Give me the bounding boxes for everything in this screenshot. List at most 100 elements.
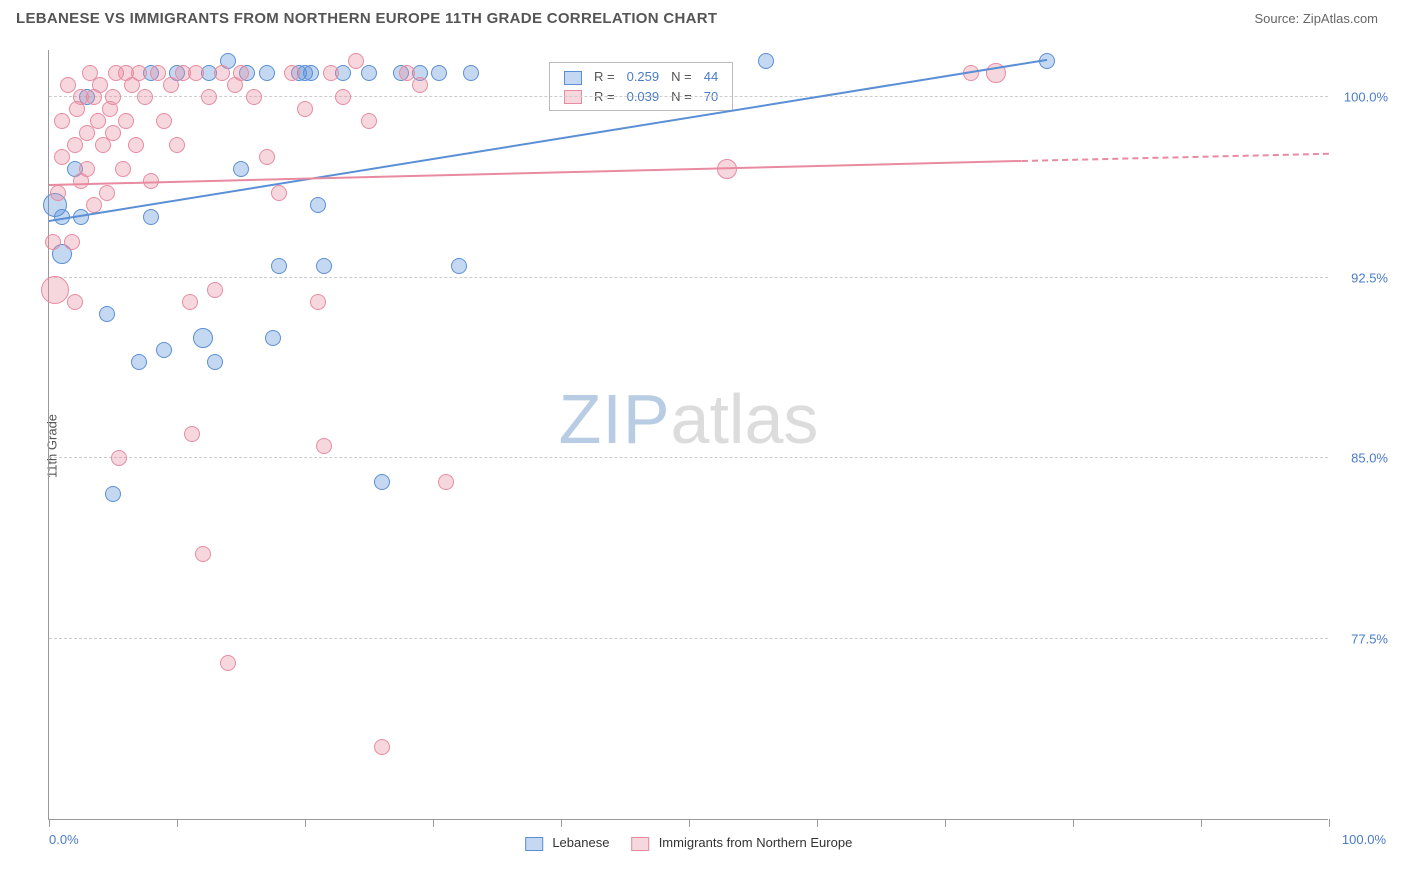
data-point — [271, 185, 287, 201]
x-tick — [945, 819, 946, 827]
data-point — [348, 53, 364, 69]
data-point — [137, 89, 153, 105]
data-point — [303, 65, 319, 81]
data-point — [297, 101, 313, 117]
data-point — [214, 65, 230, 81]
x-axis-min-label: 0.0% — [49, 832, 79, 847]
data-point — [184, 426, 200, 442]
data-point — [182, 294, 198, 310]
data-point — [193, 328, 213, 348]
gridline — [49, 638, 1328, 639]
x-tick — [817, 819, 818, 827]
x-tick — [561, 819, 562, 827]
data-point — [131, 354, 147, 370]
data-point — [111, 450, 127, 466]
lebanese-swatch — [564, 71, 582, 85]
data-point — [310, 197, 326, 213]
data-point — [201, 89, 217, 105]
data-point — [45, 234, 61, 250]
data-point — [316, 438, 332, 454]
northern-europe-swatch — [564, 90, 582, 104]
x-tick — [1073, 819, 1074, 827]
trend-line — [49, 160, 1022, 186]
data-point — [115, 161, 131, 177]
watermark: ZIPatlas — [559, 379, 819, 459]
data-point — [246, 89, 262, 105]
data-point — [374, 739, 390, 755]
data-point — [54, 113, 70, 129]
data-point — [399, 65, 415, 81]
chart-header: LEBANESE VS IMMIGRANTS FROM NORTHERN EUR… — [0, 0, 1406, 33]
data-point — [195, 546, 211, 562]
data-point — [131, 65, 147, 81]
data-point — [41, 276, 69, 304]
data-point — [92, 77, 108, 93]
chart-title: LEBANESE VS IMMIGRANTS FROM NORTHERN EUR… — [16, 10, 717, 27]
data-point — [271, 258, 287, 274]
data-point — [361, 113, 377, 129]
data-point — [67, 294, 83, 310]
series-legend: Lebanese Immigrants from Northern Europe — [525, 835, 853, 851]
x-axis-max-label: 100.0% — [1342, 832, 1386, 847]
y-tick-label: 85.0% — [1351, 451, 1388, 466]
y-tick-label: 92.5% — [1351, 270, 1388, 285]
data-point — [758, 53, 774, 69]
data-point — [143, 209, 159, 225]
data-point — [54, 149, 70, 165]
r-value-lebanese: 0.259 — [621, 67, 666, 87]
x-tick — [1329, 819, 1330, 827]
x-tick — [433, 819, 434, 827]
chart-source: Source: ZipAtlas.com — [1254, 11, 1378, 26]
data-point — [163, 77, 179, 93]
data-point — [374, 474, 390, 490]
gridline — [49, 277, 1328, 278]
gridline — [49, 457, 1328, 458]
data-point — [50, 185, 66, 201]
data-point — [265, 330, 281, 346]
data-point — [284, 65, 300, 81]
y-tick-label: 77.5% — [1351, 631, 1388, 646]
data-point — [431, 65, 447, 81]
data-point — [105, 486, 121, 502]
scatter-chart: ZIPatlas R = 0.259 N = 44 R = 0.039 N = … — [48, 50, 1328, 820]
data-point — [105, 125, 121, 141]
data-point — [463, 65, 479, 81]
data-point — [233, 161, 249, 177]
data-point — [361, 65, 377, 81]
data-point — [323, 65, 339, 81]
y-tick-label: 100.0% — [1344, 90, 1388, 105]
x-tick — [177, 819, 178, 827]
x-tick — [689, 819, 690, 827]
data-point — [156, 113, 172, 129]
data-point — [316, 258, 332, 274]
data-point — [99, 306, 115, 322]
data-point — [156, 342, 172, 358]
data-point — [105, 89, 121, 105]
data-point — [118, 113, 134, 129]
correlation-legend: R = 0.259 N = 44 R = 0.039 N = 70 — [549, 62, 733, 111]
x-tick — [49, 819, 50, 827]
data-point — [259, 149, 275, 165]
lebanese-swatch-icon — [525, 837, 543, 851]
data-point — [259, 65, 275, 81]
data-point — [169, 137, 185, 153]
data-point — [220, 655, 236, 671]
data-point — [90, 113, 106, 129]
northern-europe-swatch-icon — [631, 837, 649, 851]
data-point — [64, 234, 80, 250]
data-point — [412, 77, 428, 93]
data-point — [310, 294, 326, 310]
data-point — [451, 258, 467, 274]
data-point — [438, 474, 454, 490]
data-point — [79, 161, 95, 177]
data-point — [207, 282, 223, 298]
data-point — [150, 65, 166, 81]
data-point — [233, 65, 249, 81]
data-point — [207, 354, 223, 370]
data-point — [67, 137, 83, 153]
n-value-lebanese: 44 — [698, 67, 724, 87]
gridline — [49, 96, 1328, 97]
data-point — [335, 89, 351, 105]
data-point — [99, 185, 115, 201]
x-tick — [305, 819, 306, 827]
